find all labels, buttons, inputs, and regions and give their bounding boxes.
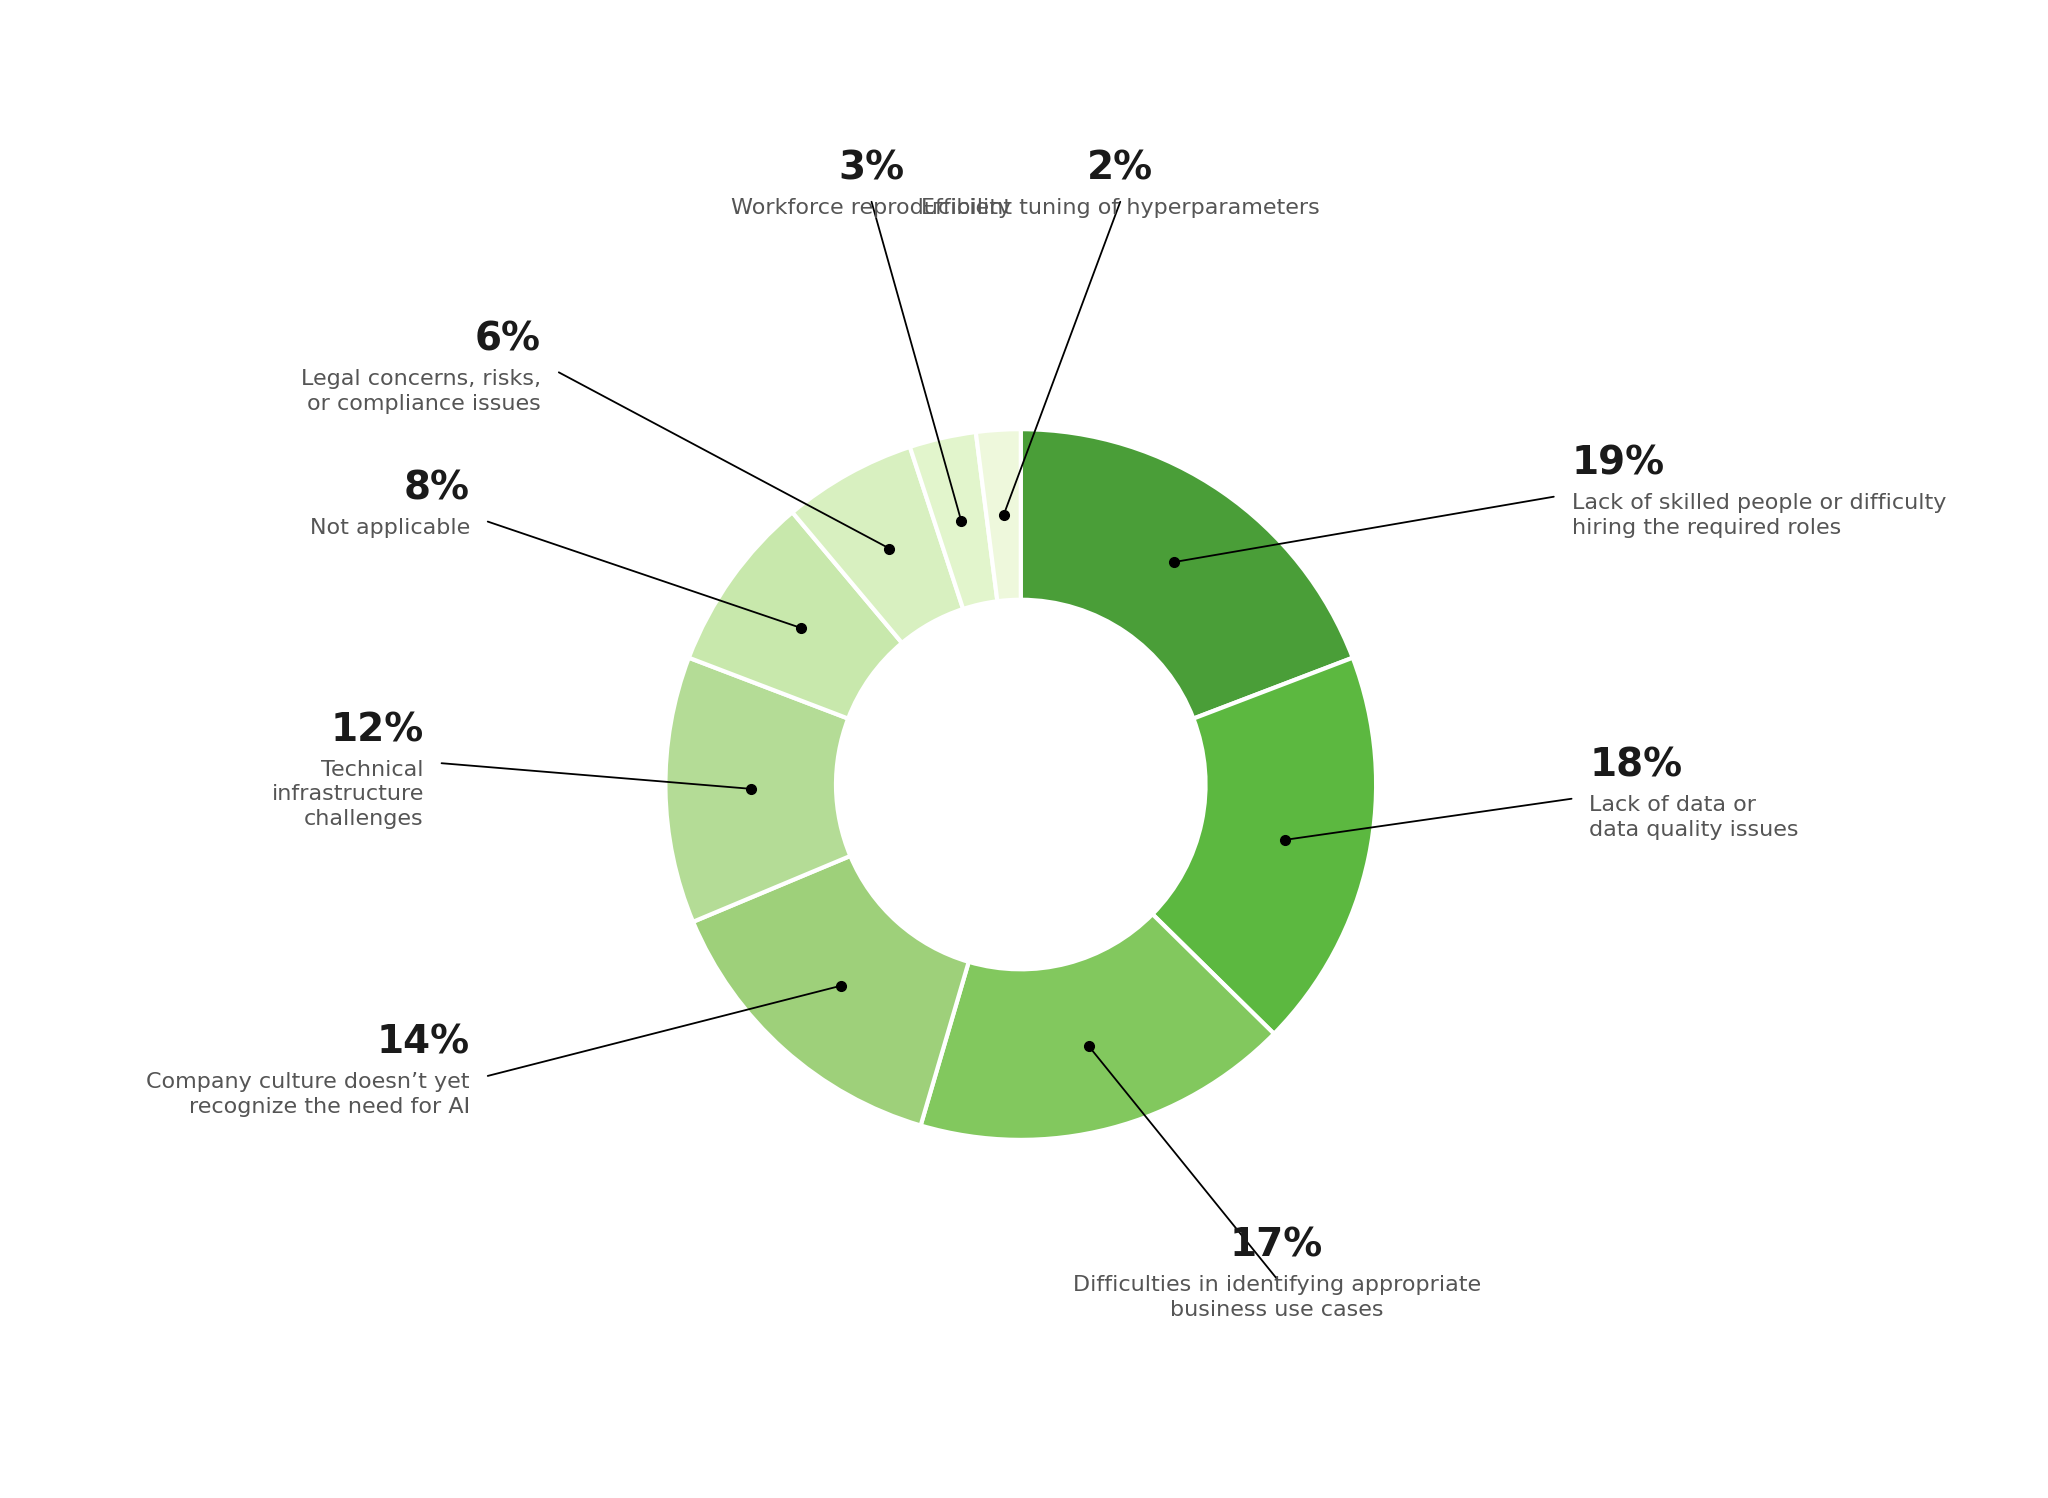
Wedge shape bbox=[692, 855, 969, 1125]
Wedge shape bbox=[1020, 430, 1354, 719]
Text: 6%: 6% bbox=[475, 321, 541, 358]
Text: Company culture doesn’t yet
recognize the need for AI: Company culture doesn’t yet recognize th… bbox=[147, 1073, 469, 1118]
Wedge shape bbox=[688, 512, 901, 719]
Text: Lack of data or
data quality issues: Lack of data or data quality issues bbox=[1589, 795, 1798, 840]
Text: Efficient tuning of hyperparameters: Efficient tuning of hyperparameters bbox=[922, 198, 1319, 219]
Text: Difficulties in identifying appropriate
business use cases: Difficulties in identifying appropriate … bbox=[1073, 1275, 1481, 1320]
Wedge shape bbox=[1153, 658, 1376, 1034]
Text: 14%: 14% bbox=[377, 1023, 469, 1062]
Wedge shape bbox=[922, 914, 1274, 1140]
Text: 3%: 3% bbox=[838, 150, 905, 187]
Text: Technical
infrastructure
challenges: Technical infrastructure challenges bbox=[272, 759, 424, 830]
Wedge shape bbox=[666, 658, 850, 921]
Wedge shape bbox=[909, 431, 997, 610]
Text: 2%: 2% bbox=[1087, 150, 1153, 187]
Text: 18%: 18% bbox=[1589, 746, 1683, 785]
Wedge shape bbox=[793, 446, 963, 643]
Text: Workforce reproducibility: Workforce reproducibility bbox=[731, 198, 1012, 219]
Text: 12%: 12% bbox=[330, 712, 424, 749]
Text: Legal concerns, risks,
or compliance issues: Legal concerns, risks, or compliance iss… bbox=[301, 369, 541, 413]
Text: 19%: 19% bbox=[1571, 445, 1665, 482]
Text: 17%: 17% bbox=[1231, 1227, 1323, 1264]
Text: Lack of skilled people or difficulty
hiring the required roles: Lack of skilled people or difficulty hir… bbox=[1571, 493, 1946, 538]
Text: 8%: 8% bbox=[403, 469, 469, 508]
Text: Not applicable: Not applicable bbox=[309, 518, 469, 538]
Wedge shape bbox=[975, 430, 1020, 601]
